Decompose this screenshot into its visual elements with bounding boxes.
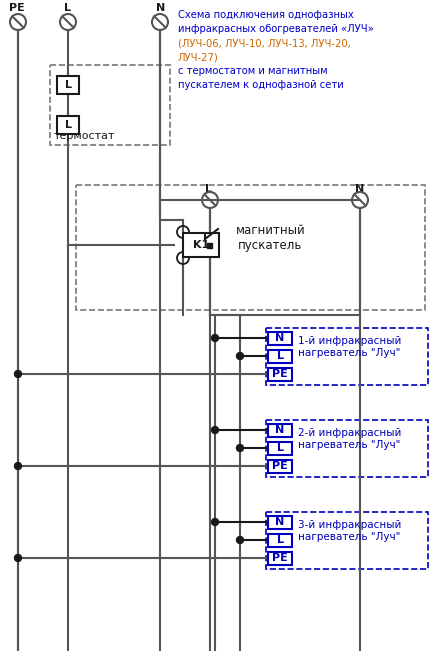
Bar: [57, 76, 79, 94]
Text: N: N: [275, 517, 285, 527]
Bar: [266, 327, 428, 385]
Bar: [268, 331, 292, 344]
Bar: [268, 516, 292, 529]
Bar: [57, 116, 79, 134]
Text: пускателем к однофазной сети: пускателем к однофазной сети: [178, 80, 344, 90]
Text: L: L: [64, 80, 72, 90]
Text: K1: K1: [193, 240, 209, 250]
Circle shape: [15, 462, 22, 469]
Circle shape: [236, 352, 244, 359]
Bar: [268, 460, 292, 473]
Text: L: L: [64, 3, 71, 13]
Bar: [76, 185, 425, 310]
Bar: [268, 551, 292, 564]
Text: L: L: [64, 120, 72, 130]
Circle shape: [15, 555, 22, 562]
Text: (ЛУЧ-06, ЛУЧ-10, ЛУЧ-13, ЛУЧ-20,: (ЛУЧ-06, ЛУЧ-10, ЛУЧ-13, ЛУЧ-20,: [178, 38, 351, 48]
Text: N: N: [275, 425, 285, 435]
Text: магнитный
пускатель: магнитный пускатель: [235, 223, 305, 251]
Text: L: L: [205, 184, 212, 194]
Circle shape: [212, 335, 219, 342]
Text: 1-й инфракрасный
нагреватель "Луч": 1-й инфракрасный нагреватель "Луч": [298, 336, 401, 358]
Text: термостат: термостат: [54, 131, 115, 141]
Text: L: L: [276, 351, 283, 361]
Bar: [50, 65, 170, 145]
Circle shape: [212, 426, 219, 434]
Text: 3-й инфракрасный
нагреватель "Луч": 3-й инфракрасный нагреватель "Луч": [298, 520, 401, 542]
Text: PE: PE: [272, 369, 288, 379]
Bar: [268, 368, 292, 380]
Text: 2-й инфракрасный
нагреватель "Луч": 2-й инфракрасный нагреватель "Луч": [298, 428, 401, 450]
Text: ЛУЧ-27): ЛУЧ-27): [178, 52, 219, 62]
Text: PE: PE: [272, 461, 288, 471]
Bar: [266, 419, 428, 477]
Text: Схема подключения однофазных: Схема подключения однофазных: [178, 10, 354, 20]
Bar: [207, 243, 212, 248]
Text: L: L: [276, 535, 283, 545]
Text: L: L: [276, 443, 283, 453]
Bar: [268, 441, 292, 454]
Circle shape: [236, 536, 244, 544]
Text: с термостатом и магнитным: с термостатом и магнитным: [178, 66, 327, 76]
Bar: [268, 424, 292, 437]
Bar: [266, 512, 428, 568]
Circle shape: [212, 518, 219, 525]
Text: инфракрасных обогревателей «ЛУЧ»: инфракрасных обогревателей «ЛУЧ»: [178, 24, 374, 34]
Text: N: N: [156, 3, 165, 13]
Text: PE: PE: [272, 553, 288, 563]
Circle shape: [15, 370, 22, 378]
Text: N: N: [355, 184, 364, 194]
Text: PE: PE: [9, 3, 25, 13]
Bar: [268, 534, 292, 546]
Bar: [268, 350, 292, 363]
Circle shape: [236, 445, 244, 452]
Bar: [183, 233, 219, 257]
Text: N: N: [275, 333, 285, 343]
